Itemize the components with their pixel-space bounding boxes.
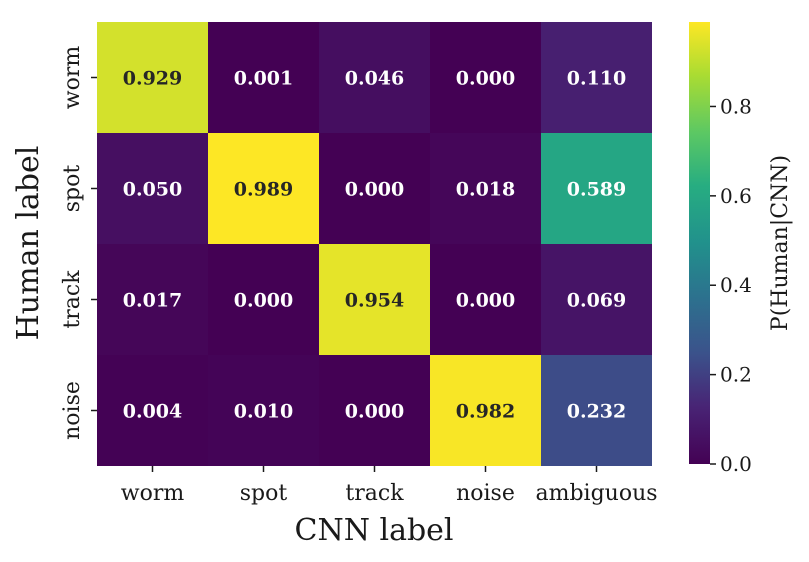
colorbar-tick-label: 0.4: [720, 273, 752, 297]
heatmap-cells: [97, 22, 652, 466]
colorbar-tick-label: 0.6: [720, 184, 752, 208]
cell-value-label: 0.069: [567, 290, 627, 312]
heatmap-cell-spot-worm: [97, 133, 208, 244]
cell-value-label: 0.000: [456, 290, 516, 312]
cell-value-label: 0.982: [456, 401, 516, 423]
y-axis-ticks: worm spot track noise: [60, 46, 97, 440]
cell-value-label: 0.001: [234, 68, 294, 90]
heatmap-cell-worm-ambiguous: [541, 22, 652, 133]
y-tick-label-track: track: [60, 270, 85, 329]
colorbar-label: P(Human|CNN): [768, 155, 793, 331]
heatmap-cell-track-track: [319, 244, 430, 355]
colorbar: 0.0 0.2 0.4 0.6 0.8 P(Human|CNN): [689, 22, 793, 476]
heatmap-cell-noise-worm: [97, 355, 208, 466]
cell-value-label: 0.954: [345, 290, 405, 312]
x-tick-label-ambiguous: ambiguous: [535, 481, 657, 506]
heatmap-cell-worm-spot: [208, 22, 319, 133]
heatmap-cell-track-noise: [430, 244, 541, 355]
colorbar-tick-label: 0.8: [720, 94, 752, 118]
colorbar-ticks: 0.0 0.2 0.4 0.6 0.8: [710, 94, 752, 476]
cell-value-label: 0.046: [345, 68, 405, 90]
cell-value-label: 0.010: [234, 401, 294, 423]
x-tick-label-noise: noise: [456, 481, 515, 506]
cell-value-label: 0.017: [123, 290, 183, 312]
y-axis-label: Human label: [11, 146, 46, 341]
y-tick-label-noise: noise: [60, 381, 85, 440]
colorbar-gradient: [689, 22, 710, 464]
heatmap-cell-spot-spot: [208, 133, 319, 244]
cell-value-label: 0.232: [567, 401, 627, 423]
colorbar-tick-label: 0.2: [720, 363, 752, 387]
heatmap-cell-worm-track: [319, 22, 430, 133]
x-tick-label-spot: spot: [240, 481, 288, 506]
heatmap-cell-spot-track: [319, 133, 430, 244]
colorbar-tick-label: 0.0: [720, 452, 752, 476]
heatmap-cell-noise-noise: [430, 355, 541, 466]
heatmap-cell-track-worm: [97, 244, 208, 355]
x-tick-label-worm: worm: [121, 481, 185, 506]
y-tick-label-worm: worm: [60, 46, 85, 110]
heatmap-cell-noise-ambiguous: [541, 355, 652, 466]
heatmap-cell-worm-noise: [430, 22, 541, 133]
x-axis-ticks: worm spot track noise ambiguous: [121, 466, 658, 506]
x-axis-label: CNN label: [294, 513, 453, 548]
heatmap-cell-worm-worm: [97, 22, 208, 133]
heatmap-cell-track-ambiguous: [541, 244, 652, 355]
cell-value-label: 0.004: [123, 401, 183, 423]
cell-value-label: 0.000: [456, 68, 516, 90]
heatmap-cell-noise-spot: [208, 355, 319, 466]
cell-value-label: 0.589: [567, 179, 627, 201]
cell-value-label: 0.000: [345, 401, 405, 423]
cell-value-label: 0.929: [123, 68, 183, 90]
cell-value-label: 0.000: [345, 179, 405, 201]
cell-value-label: 0.000: [234, 290, 294, 312]
cell-value-label: 0.018: [456, 179, 516, 201]
heatmap-cell-spot-ambiguous: [541, 133, 652, 244]
heatmap-cell-noise-track: [319, 355, 430, 466]
heatmap-cell-spot-noise: [430, 133, 541, 244]
cell-value-label: 0.110: [567, 68, 627, 90]
heatmap-value-labels: 0.929 0.001 0.046 0.000 0.110 0.050 0.989 0.000…: [123, 68, 627, 423]
cell-value-label: 0.050: [123, 179, 183, 201]
heatmap-cell-track-spot: [208, 244, 319, 355]
y-tick-label-spot: spot: [60, 165, 85, 213]
cell-value-label: 0.989: [234, 179, 294, 201]
x-tick-label-track: track: [345, 481, 404, 506]
